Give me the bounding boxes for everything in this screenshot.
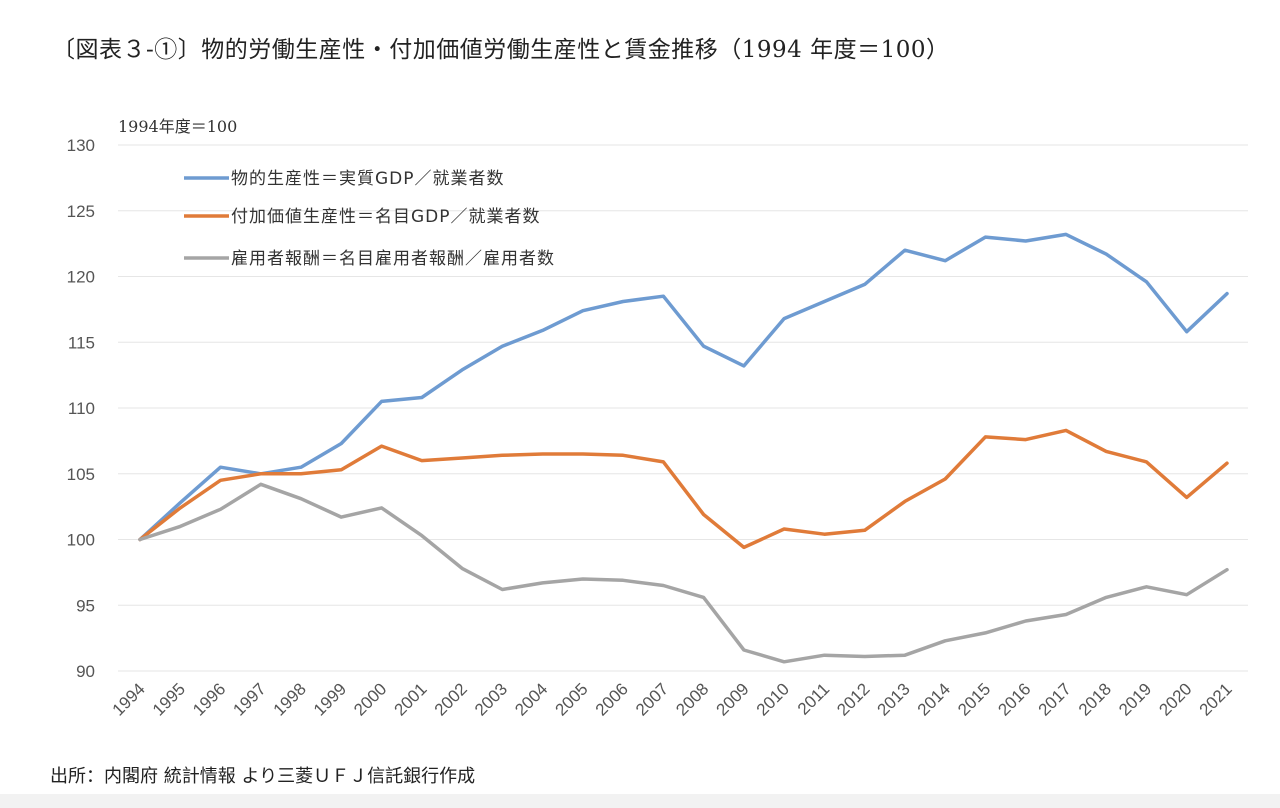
- legend-label-2: 付加価値生産性＝名目GDP／就業者数: [231, 207, 541, 227]
- y-tick-label: 110: [68, 399, 95, 418]
- x-tick-label: 2006: [592, 679, 632, 719]
- y-tick-label: 130: [67, 136, 95, 155]
- x-tick-label: 2018: [1075, 679, 1115, 719]
- x-tick-label: 2007: [632, 679, 672, 719]
- y-axis-ticks: 90 95 100 105 110 115 120 125 130: [67, 136, 95, 681]
- x-tick-label: 2012: [833, 679, 873, 719]
- x-tick-label: 2021: [1196, 679, 1236, 719]
- legend-label-3: 雇用者報酬＝名目雇用者報酬／雇用者数: [231, 249, 555, 269]
- series-line-2: [138, 428, 1229, 550]
- x-tick-label: 2015: [954, 679, 994, 719]
- x-axis-ticks: 1994 1995 1996 1997 1998 1999 2000 2001 2002 2003…: [109, 679, 1236, 719]
- x-tick-label: 2011: [794, 679, 833, 718]
- y-tick-label: 90: [76, 662, 95, 681]
- x-tick-label: 1994: [109, 679, 149, 719]
- x-tick-label: 2014: [914, 679, 954, 719]
- x-tick-label: 2020: [1155, 679, 1195, 719]
- series-line-3: [138, 482, 1229, 664]
- series-line-1: [138, 232, 1229, 542]
- x-tick-label: 2005: [551, 679, 591, 719]
- y-tick-label: 105: [67, 465, 95, 484]
- legend-label-1: 物的生産性＝実質GDP／就業者数: [231, 169, 505, 189]
- y-tick-label: 95: [76, 596, 95, 615]
- series-lines: [138, 232, 1229, 664]
- x-tick-label: 2000: [350, 679, 390, 719]
- x-tick-label: 1997: [229, 679, 269, 719]
- x-tick-label: 1996: [189, 679, 229, 719]
- x-tick-label: 2004: [511, 679, 551, 719]
- legend: 物的生産性＝実質GDP／就業者数付加価値生産性＝名目GDP／就業者数雇用者報酬＝…: [184, 169, 555, 269]
- x-tick-label: 2017: [1035, 679, 1075, 719]
- x-tick-label: 2013: [874, 679, 914, 719]
- x-tick-label: 1995: [149, 679, 189, 719]
- y-tick-label: 125: [67, 202, 95, 221]
- y-tick-label: 115: [68, 333, 95, 352]
- x-tick-label: 1998: [270, 679, 310, 719]
- x-tick-label: 2010: [753, 679, 793, 719]
- y-tick-label: 120: [67, 268, 95, 287]
- x-tick-label: 2008: [672, 679, 712, 719]
- chart-title: 〔図表３‐①〕物的労働生産性・付加価値労働生産性と賃金推移（1994 年度＝10…: [52, 37, 950, 63]
- x-tick-label: 2016: [994, 679, 1034, 719]
- x-tick-label: 2001: [390, 679, 430, 719]
- x-tick-label: 1999: [310, 679, 350, 719]
- y-tick-label: 100: [67, 531, 95, 550]
- x-tick-label: 2002: [431, 679, 471, 719]
- y-axis-unit-label: 1994年度＝100: [118, 117, 237, 136]
- x-tick-label: 2009: [713, 679, 753, 719]
- bottom-bar: [0, 794, 1280, 808]
- source-note: 出所：内閣府 統計情報 より三菱ＵＦＪ信託銀行作成: [50, 766, 476, 787]
- x-tick-label: 2019: [1115, 679, 1155, 719]
- x-tick-label: 2003: [471, 679, 511, 719]
